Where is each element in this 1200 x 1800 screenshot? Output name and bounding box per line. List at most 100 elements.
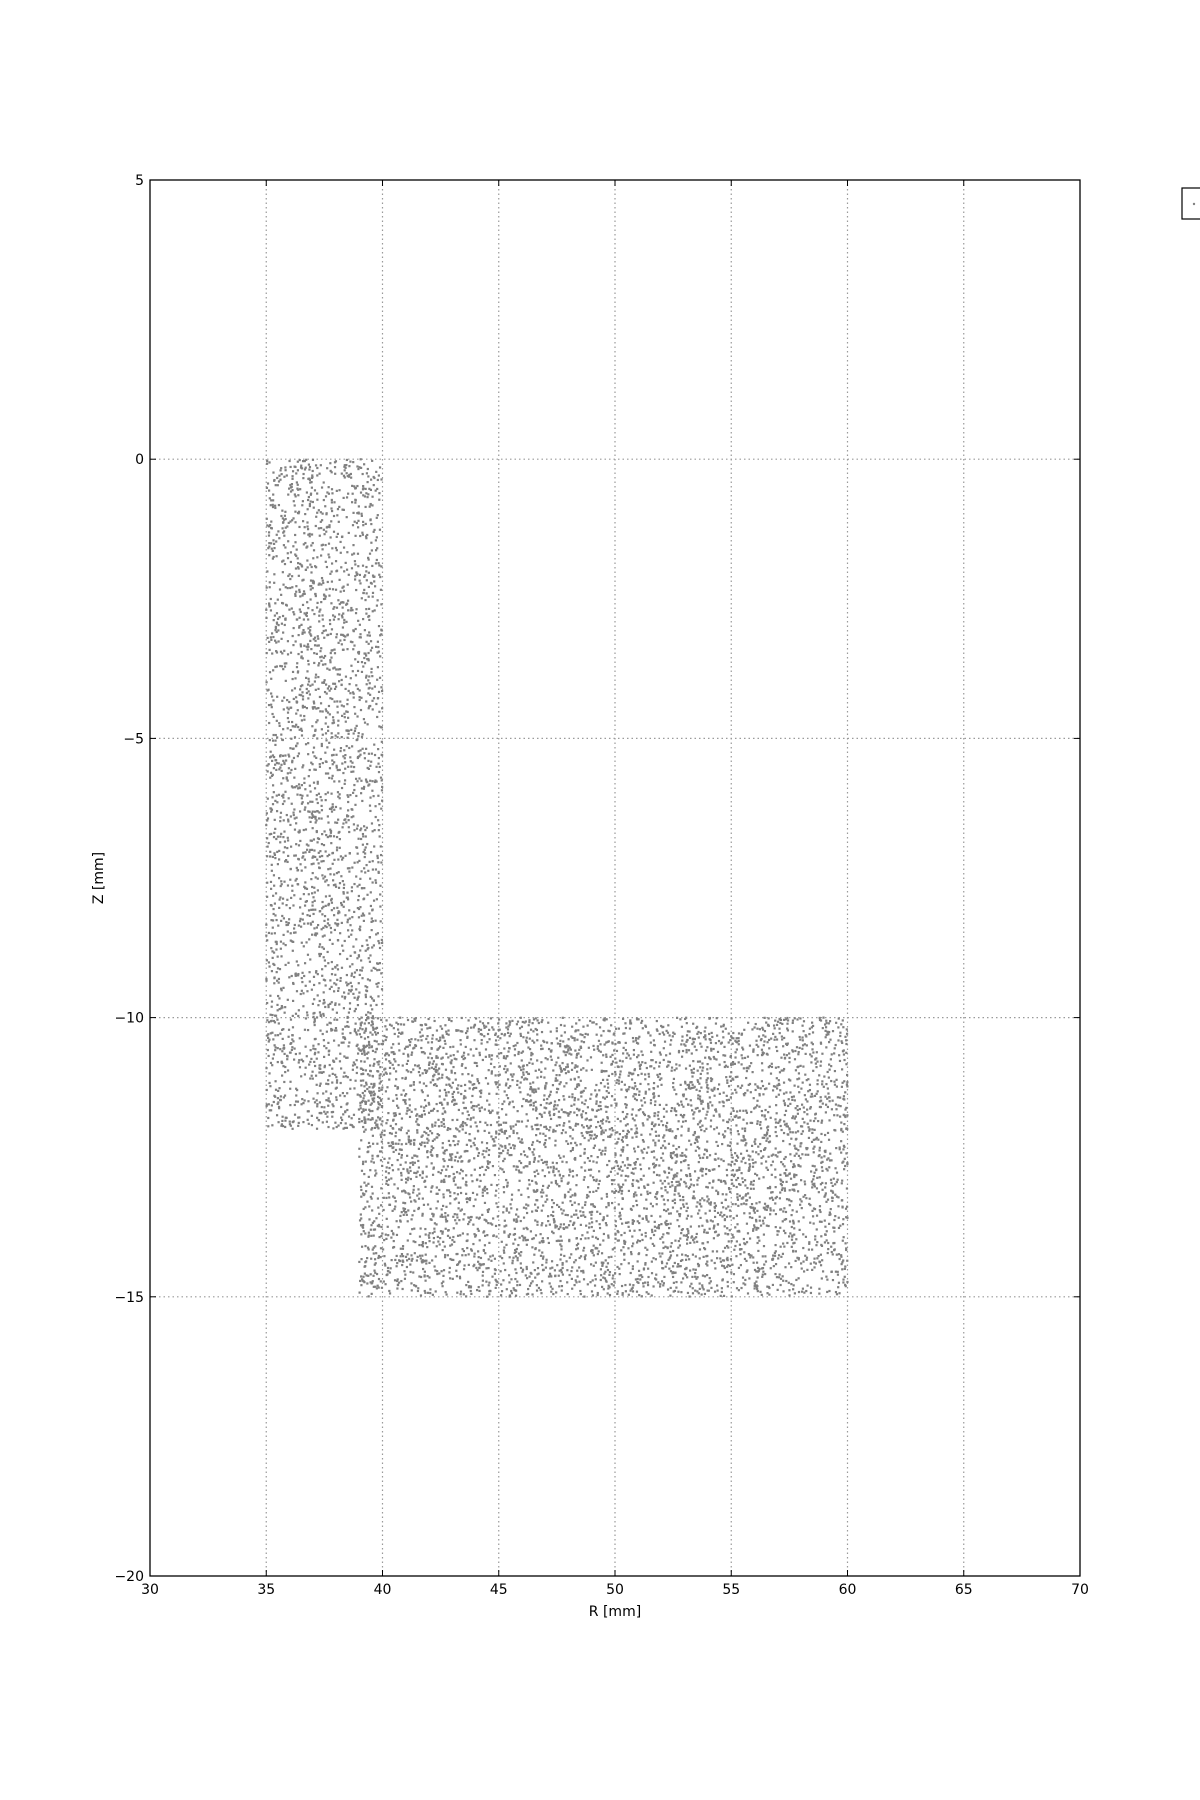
scatter-point <box>497 1074 500 1077</box>
scatter-point <box>607 1029 610 1032</box>
scatter-point <box>811 1131 814 1134</box>
scatter-point <box>376 856 379 860</box>
scatter-point <box>328 685 331 688</box>
scatter-point <box>711 1168 714 1171</box>
scatter-point <box>631 1267 634 1271</box>
scatter-point <box>380 629 383 632</box>
scatter-point <box>799 1125 803 1128</box>
scatter-point <box>302 592 305 596</box>
scatter-point <box>289 1104 292 1107</box>
scatter-point <box>361 843 364 846</box>
scatter-point <box>330 520 333 523</box>
scatter-point <box>275 533 278 536</box>
scatter-point <box>485 1188 489 1191</box>
scatter-point <box>461 1030 464 1033</box>
scatter-point <box>335 1079 339 1082</box>
scatter-point <box>580 1068 583 1071</box>
scatter-point <box>373 476 376 480</box>
scatter-point <box>328 938 331 942</box>
scatter-point <box>272 1019 276 1023</box>
scatter-point <box>792 1249 795 1252</box>
scatter-point <box>371 1097 374 1100</box>
scatter-point <box>846 1081 849 1084</box>
scatter-point <box>269 636 272 639</box>
scatter-point <box>753 1282 756 1285</box>
scatter-point <box>269 855 272 858</box>
scatter-point <box>311 587 314 590</box>
scatter-point <box>312 912 315 916</box>
scatter-point <box>294 567 298 570</box>
scatter-point <box>551 1266 554 1269</box>
scatter-point <box>611 1167 614 1170</box>
scatter-point <box>329 873 332 876</box>
scatter-point <box>270 863 273 866</box>
scatter-point <box>735 1048 738 1051</box>
scatter-point <box>828 1213 831 1217</box>
scatter-point <box>305 491 308 494</box>
scatter-point <box>841 1019 844 1022</box>
scatter-point <box>298 625 301 628</box>
scatter-point <box>701 1100 704 1103</box>
scatter-point <box>431 1173 435 1176</box>
scatter-point <box>268 833 271 836</box>
scatter-point <box>376 985 379 988</box>
scatter-point <box>265 681 268 684</box>
scatter-point <box>322 656 325 659</box>
scatter-point <box>324 984 327 987</box>
scatter-point <box>287 797 290 800</box>
scatter-point <box>734 1075 737 1079</box>
scatter-point <box>273 831 276 834</box>
scatter-point <box>780 1035 783 1038</box>
scatter-point <box>796 1108 799 1112</box>
scatter-point <box>552 1169 555 1172</box>
scatter-point <box>461 1232 465 1235</box>
scatter-point <box>278 474 281 477</box>
scatter-point <box>684 1044 687 1047</box>
scatter-point <box>288 573 291 576</box>
scatter-point <box>359 1104 362 1107</box>
scatter-point <box>783 1053 786 1056</box>
scatter-point <box>672 1249 675 1253</box>
scatter-point <box>726 1265 729 1268</box>
scatter-point <box>606 1214 609 1217</box>
scatter-point <box>789 1079 792 1082</box>
scatter-point <box>394 1131 398 1134</box>
scatter-point <box>663 1203 666 1206</box>
scatter-point <box>357 732 360 735</box>
scatter-point <box>371 504 374 507</box>
scatter-point <box>576 1107 579 1110</box>
scatter-point <box>271 919 275 922</box>
scatter-point <box>553 1269 556 1272</box>
scatter-point <box>334 1027 338 1030</box>
scatter-point <box>297 924 300 927</box>
scatter-point <box>441 1034 444 1037</box>
scatter-point <box>318 954 321 958</box>
scatter-point <box>357 512 360 515</box>
scatter-point <box>265 462 269 465</box>
scatter-point <box>349 472 352 476</box>
scatter-point <box>416 1289 420 1293</box>
scatter-point <box>588 1211 591 1214</box>
scatter-point <box>547 1215 550 1218</box>
scatter-point <box>337 680 341 683</box>
scatter-point <box>359 1213 362 1216</box>
scatter-point <box>291 677 294 681</box>
scatter-point <box>365 565 368 569</box>
scatter-point <box>376 1155 379 1158</box>
scatter-point <box>464 1122 467 1125</box>
scatter-point <box>347 765 350 768</box>
scatter-point <box>491 1165 495 1168</box>
scatter-point <box>327 492 331 495</box>
scatter-point <box>269 1013 272 1016</box>
scatter-point <box>746 1292 750 1295</box>
scatter-point <box>340 678 343 682</box>
scatter-point <box>362 494 365 497</box>
scatter-point <box>576 1216 580 1219</box>
scatter-point <box>571 1223 575 1227</box>
scatter-point <box>365 989 368 992</box>
scatter-point <box>332 719 335 722</box>
scatter-point <box>347 732 350 735</box>
scatter-point <box>636 1277 639 1281</box>
scatter-point <box>395 1233 399 1237</box>
scatter-point <box>666 1121 669 1125</box>
